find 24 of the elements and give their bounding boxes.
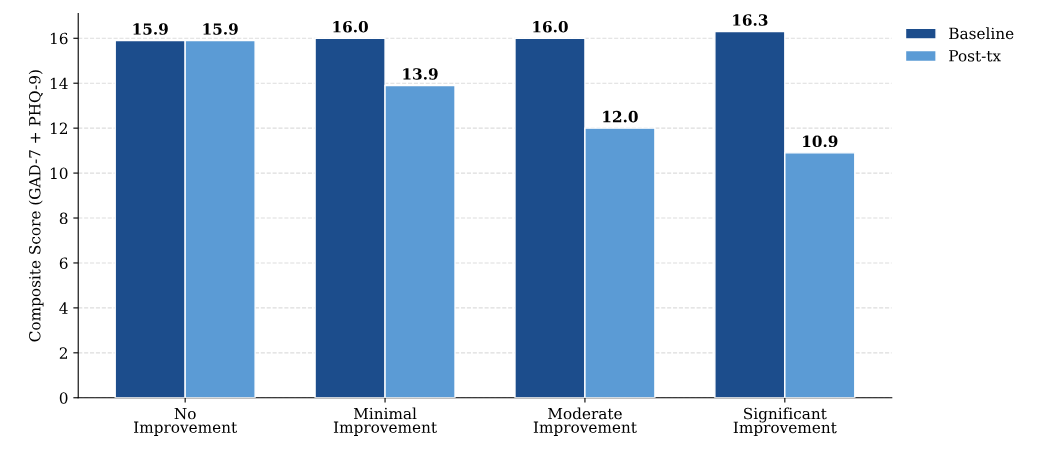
x-tick-label: No Improvement bbox=[134, 407, 238, 436]
y-tick-label: 16 bbox=[50, 32, 68, 45]
data-label: 13.9 bbox=[403, 68, 438, 80]
y-tick-label: 4 bbox=[59, 302, 68, 314]
y-tick-label: 6 bbox=[59, 257, 68, 269]
data-label: 10.9 bbox=[803, 135, 838, 148]
data-label: 16.0 bbox=[533, 20, 568, 33]
legend-label: Post-tx bbox=[949, 50, 1001, 62]
x-tick-label: Minimal Improvement bbox=[333, 407, 437, 436]
y-tick-label: 12 bbox=[50, 122, 67, 134]
data-label: 16.0 bbox=[333, 20, 368, 33]
data-label: 15.9 bbox=[133, 23, 168, 35]
y-tick-label: 14 bbox=[50, 77, 68, 90]
y-tick-label: 10 bbox=[50, 167, 68, 180]
x-tick-label: Significant Improvement bbox=[733, 407, 837, 437]
legend-label: Baseline bbox=[949, 27, 1014, 40]
y-tick-label: 0 bbox=[59, 392, 68, 404]
y-axis-title: Composite Score (GAD-7 + PHQ-9) bbox=[28, 70, 44, 342]
x-tick-label: Moderate Improvement bbox=[533, 407, 637, 436]
y-tick-label: 8 bbox=[59, 212, 68, 225]
data-label: 12.0 bbox=[603, 110, 638, 123]
data-label: 16.3 bbox=[733, 14, 768, 26]
data-label: 15.9 bbox=[203, 23, 238, 35]
y-tick-label: 2 bbox=[59, 347, 67, 359]
